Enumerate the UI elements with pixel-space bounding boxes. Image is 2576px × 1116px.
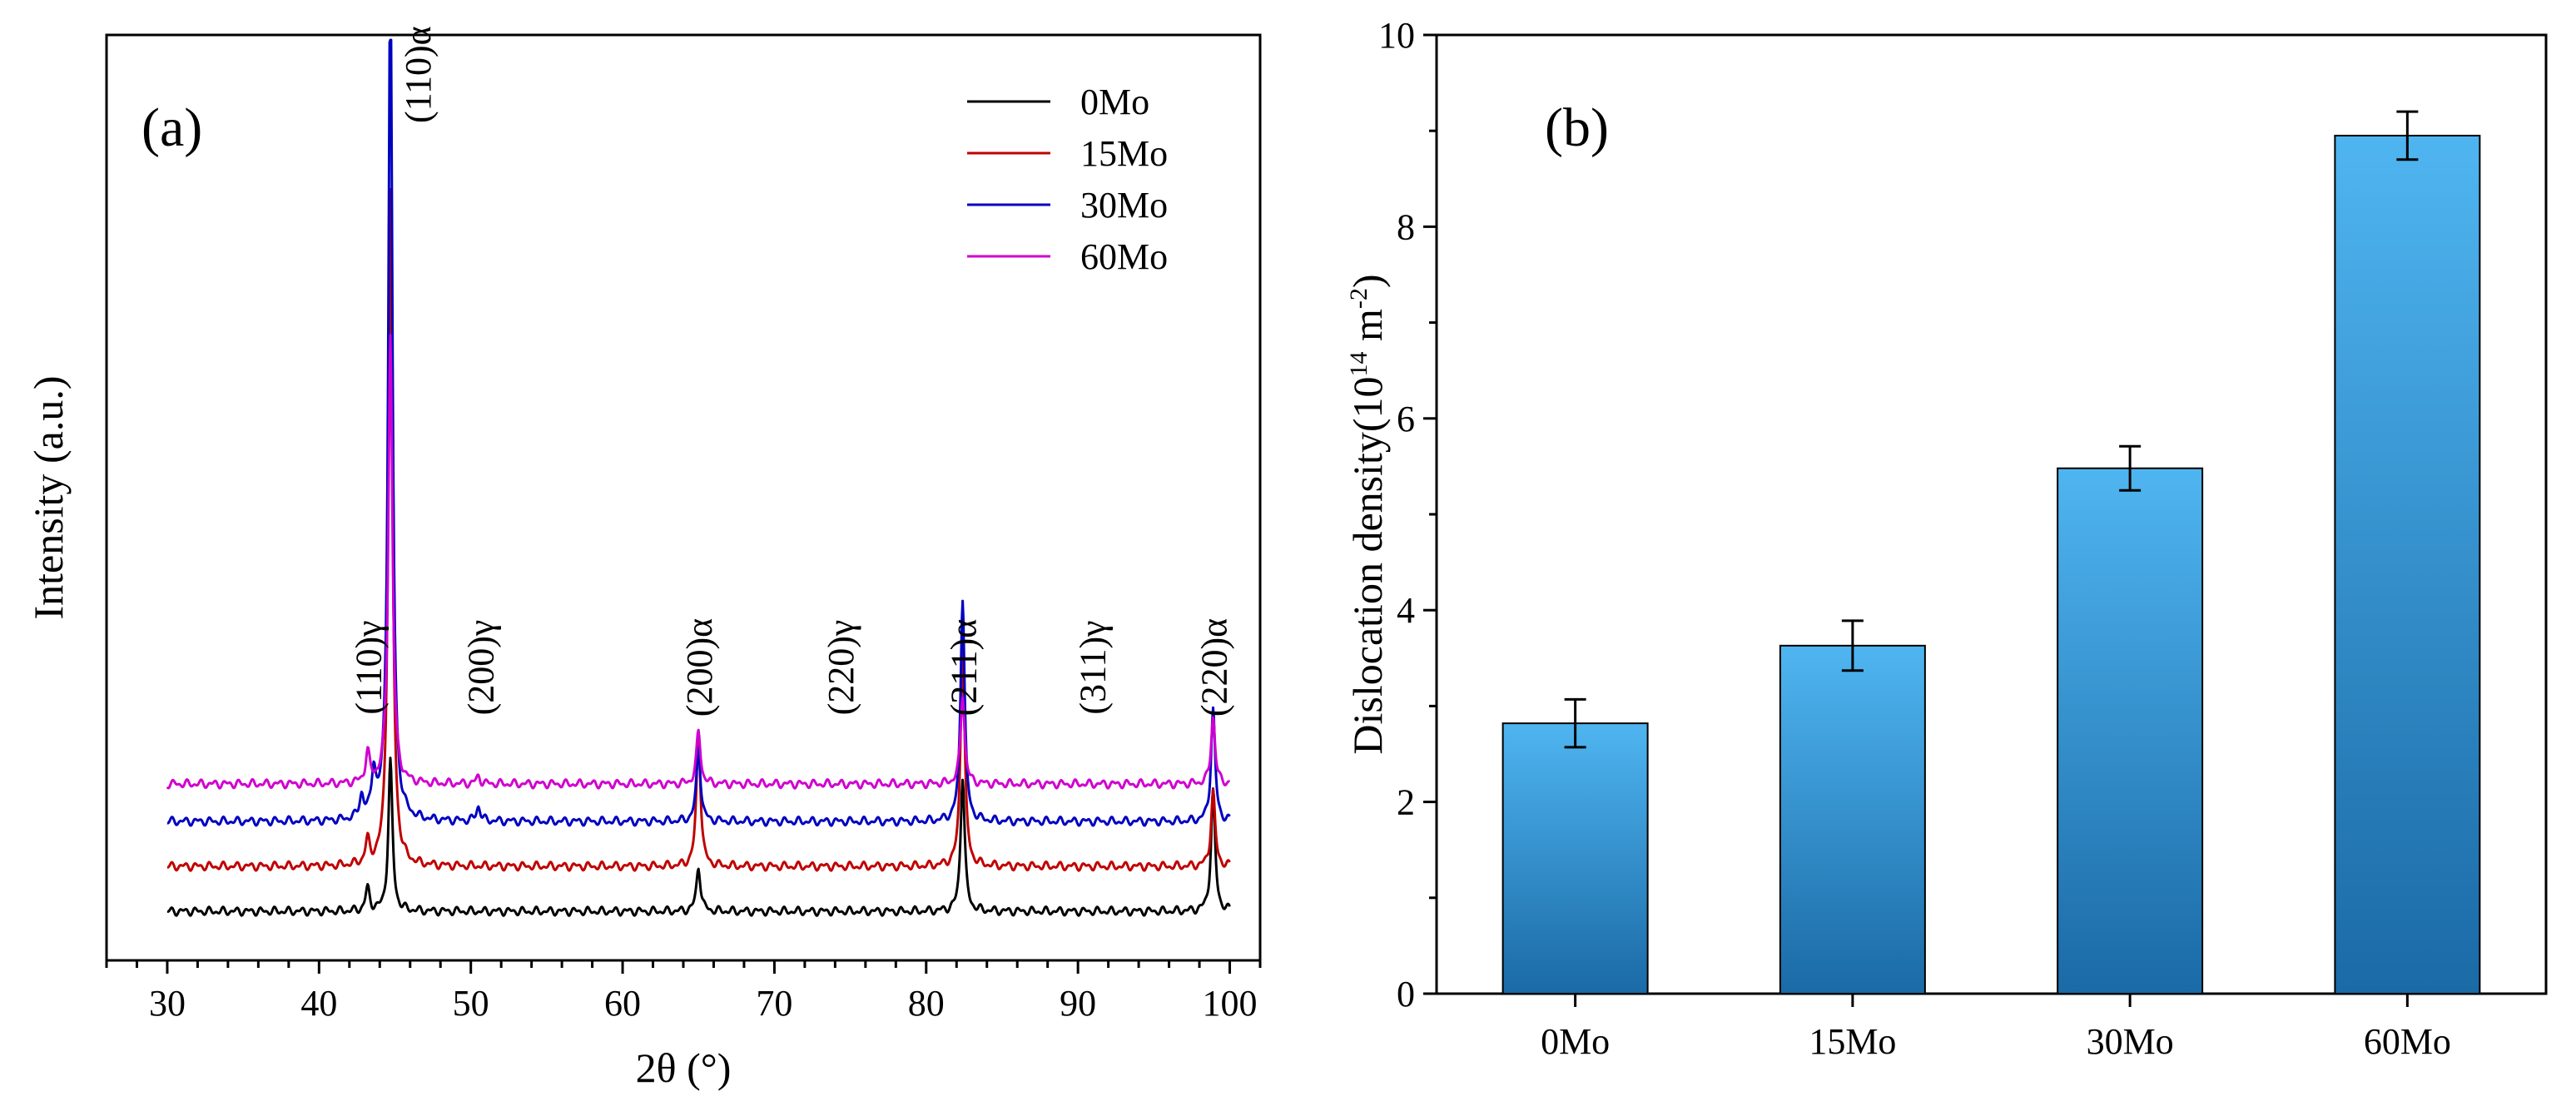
x-tick-label-100: 100 <box>1203 983 1258 1024</box>
peak-label-220: (220)γ <box>821 620 861 716</box>
bar-y-ticks <box>1423 33 1437 995</box>
peak-label-220: (220)α <box>1194 618 1234 717</box>
xrd-legend: 0Mo 15Mo 30Mo 60Mo <box>967 82 1168 277</box>
bar-y-axis-title-main: Dislocation density(10 <box>1344 376 1391 754</box>
dislocation-panel: 0 2 4 6 8 10 0Mo 15Mo 30Mo 60Mo (b) Dislocation … <box>1344 15 2548 1062</box>
x-tick-label-90: 90 <box>1060 983 1096 1024</box>
x-tick-label-40: 40 <box>300 983 337 1024</box>
x-tick-label-30: 30 <box>149 983 186 1024</box>
peak-label-110: (110)γ <box>349 620 390 714</box>
xrd-x-tick-labels: 30 40 50 60 70 80 90 100 <box>149 983 1258 1024</box>
bar-category-labels: 0Mo 15Mo 30Mo 60Mo <box>1541 994 2451 1062</box>
xrd-peak-annotations: (110)γ (110)α (200)γ (200)α (220)γ (211)α (311… <box>349 26 1235 717</box>
bar-error-bars <box>1564 110 2419 749</box>
category-label-30mo: 30Mo <box>2087 1021 2174 1062</box>
panel-label-b: (b) <box>1545 97 1609 158</box>
peak-label-200: (200)α <box>679 618 720 717</box>
legend-label-60mo: 60Mo <box>1080 236 1168 277</box>
xrd-series-group <box>166 38 1231 917</box>
y-tick-label-10: 10 <box>1378 15 1415 56</box>
xrd-x-axis-title: 2θ (°) <box>636 1044 732 1091</box>
category-label-0mo: 0Mo <box>1541 1021 1610 1062</box>
y-tick-label-4: 4 <box>1397 590 1415 631</box>
peak-label-311: (311)γ <box>1073 620 1114 714</box>
bar-series-group <box>1501 134 2481 995</box>
xrd-x-ticks <box>105 960 1262 974</box>
error-bar-60mo <box>2396 110 2419 161</box>
panel-label-a: (a) <box>141 97 202 158</box>
bar-y-axis-title-unit-exponent: -2 <box>1345 288 1372 309</box>
xrd-panel: 30 40 50 60 70 80 90 100 (110)γ (110)α (200)γ (200… <box>25 26 1262 1091</box>
xrd-line-15mo <box>166 188 1231 872</box>
bar-y-axis-title-close: ) <box>1344 274 1391 288</box>
bar-30mo <box>2057 467 2204 994</box>
x-tick-label-60: 60 <box>604 983 641 1024</box>
x-tick-label-50: 50 <box>453 983 489 1024</box>
x-tick-label-70: 70 <box>756 983 792 1024</box>
category-label-15mo: 15Mo <box>1809 1021 1896 1062</box>
y-tick-label-2: 2 <box>1397 782 1415 823</box>
y-tick-label-0: 0 <box>1397 974 1415 1014</box>
error-bar-15mo <box>1841 619 1864 672</box>
peak-label-211: (211)α <box>944 619 985 717</box>
xrd-y-axis-title: Intensity (a.u.) <box>25 376 72 620</box>
y-tick-label-6: 6 <box>1397 399 1415 439</box>
peak-label-110: (110)α <box>398 26 439 123</box>
error-bar-30mo <box>2119 444 2142 492</box>
bar-y-tick-labels: 0 2 4 6 8 10 <box>1378 15 1415 1014</box>
bar-15mo <box>1779 644 1926 994</box>
legend-label-15mo: 15Mo <box>1080 133 1168 174</box>
bar-y-axis-title-unit: m <box>1344 309 1391 352</box>
x-tick-label-80: 80 <box>908 983 945 1024</box>
peak-label-200: (200)γ <box>461 620 502 716</box>
bar-y-axis-title-exponent: 14 <box>1345 351 1372 376</box>
bar-60mo <box>2334 134 2481 995</box>
legend-label-0mo: 0Mo <box>1080 82 1149 122</box>
xrd-line-60mo <box>166 334 1231 790</box>
category-label-60mo: 60Mo <box>2364 1021 2451 1062</box>
bar-y-axis-title: Dislocation density(1014 m-2) <box>1344 274 1391 754</box>
bar-0mo <box>1501 722 1649 994</box>
xrd-line-0mo <box>166 756 1231 917</box>
error-bar-0mo <box>1564 697 1586 749</box>
y-tick-label-8: 8 <box>1397 206 1415 247</box>
legend-label-30mo: 30Mo <box>1080 185 1168 226</box>
xrd-line-30mo <box>166 38 1231 827</box>
